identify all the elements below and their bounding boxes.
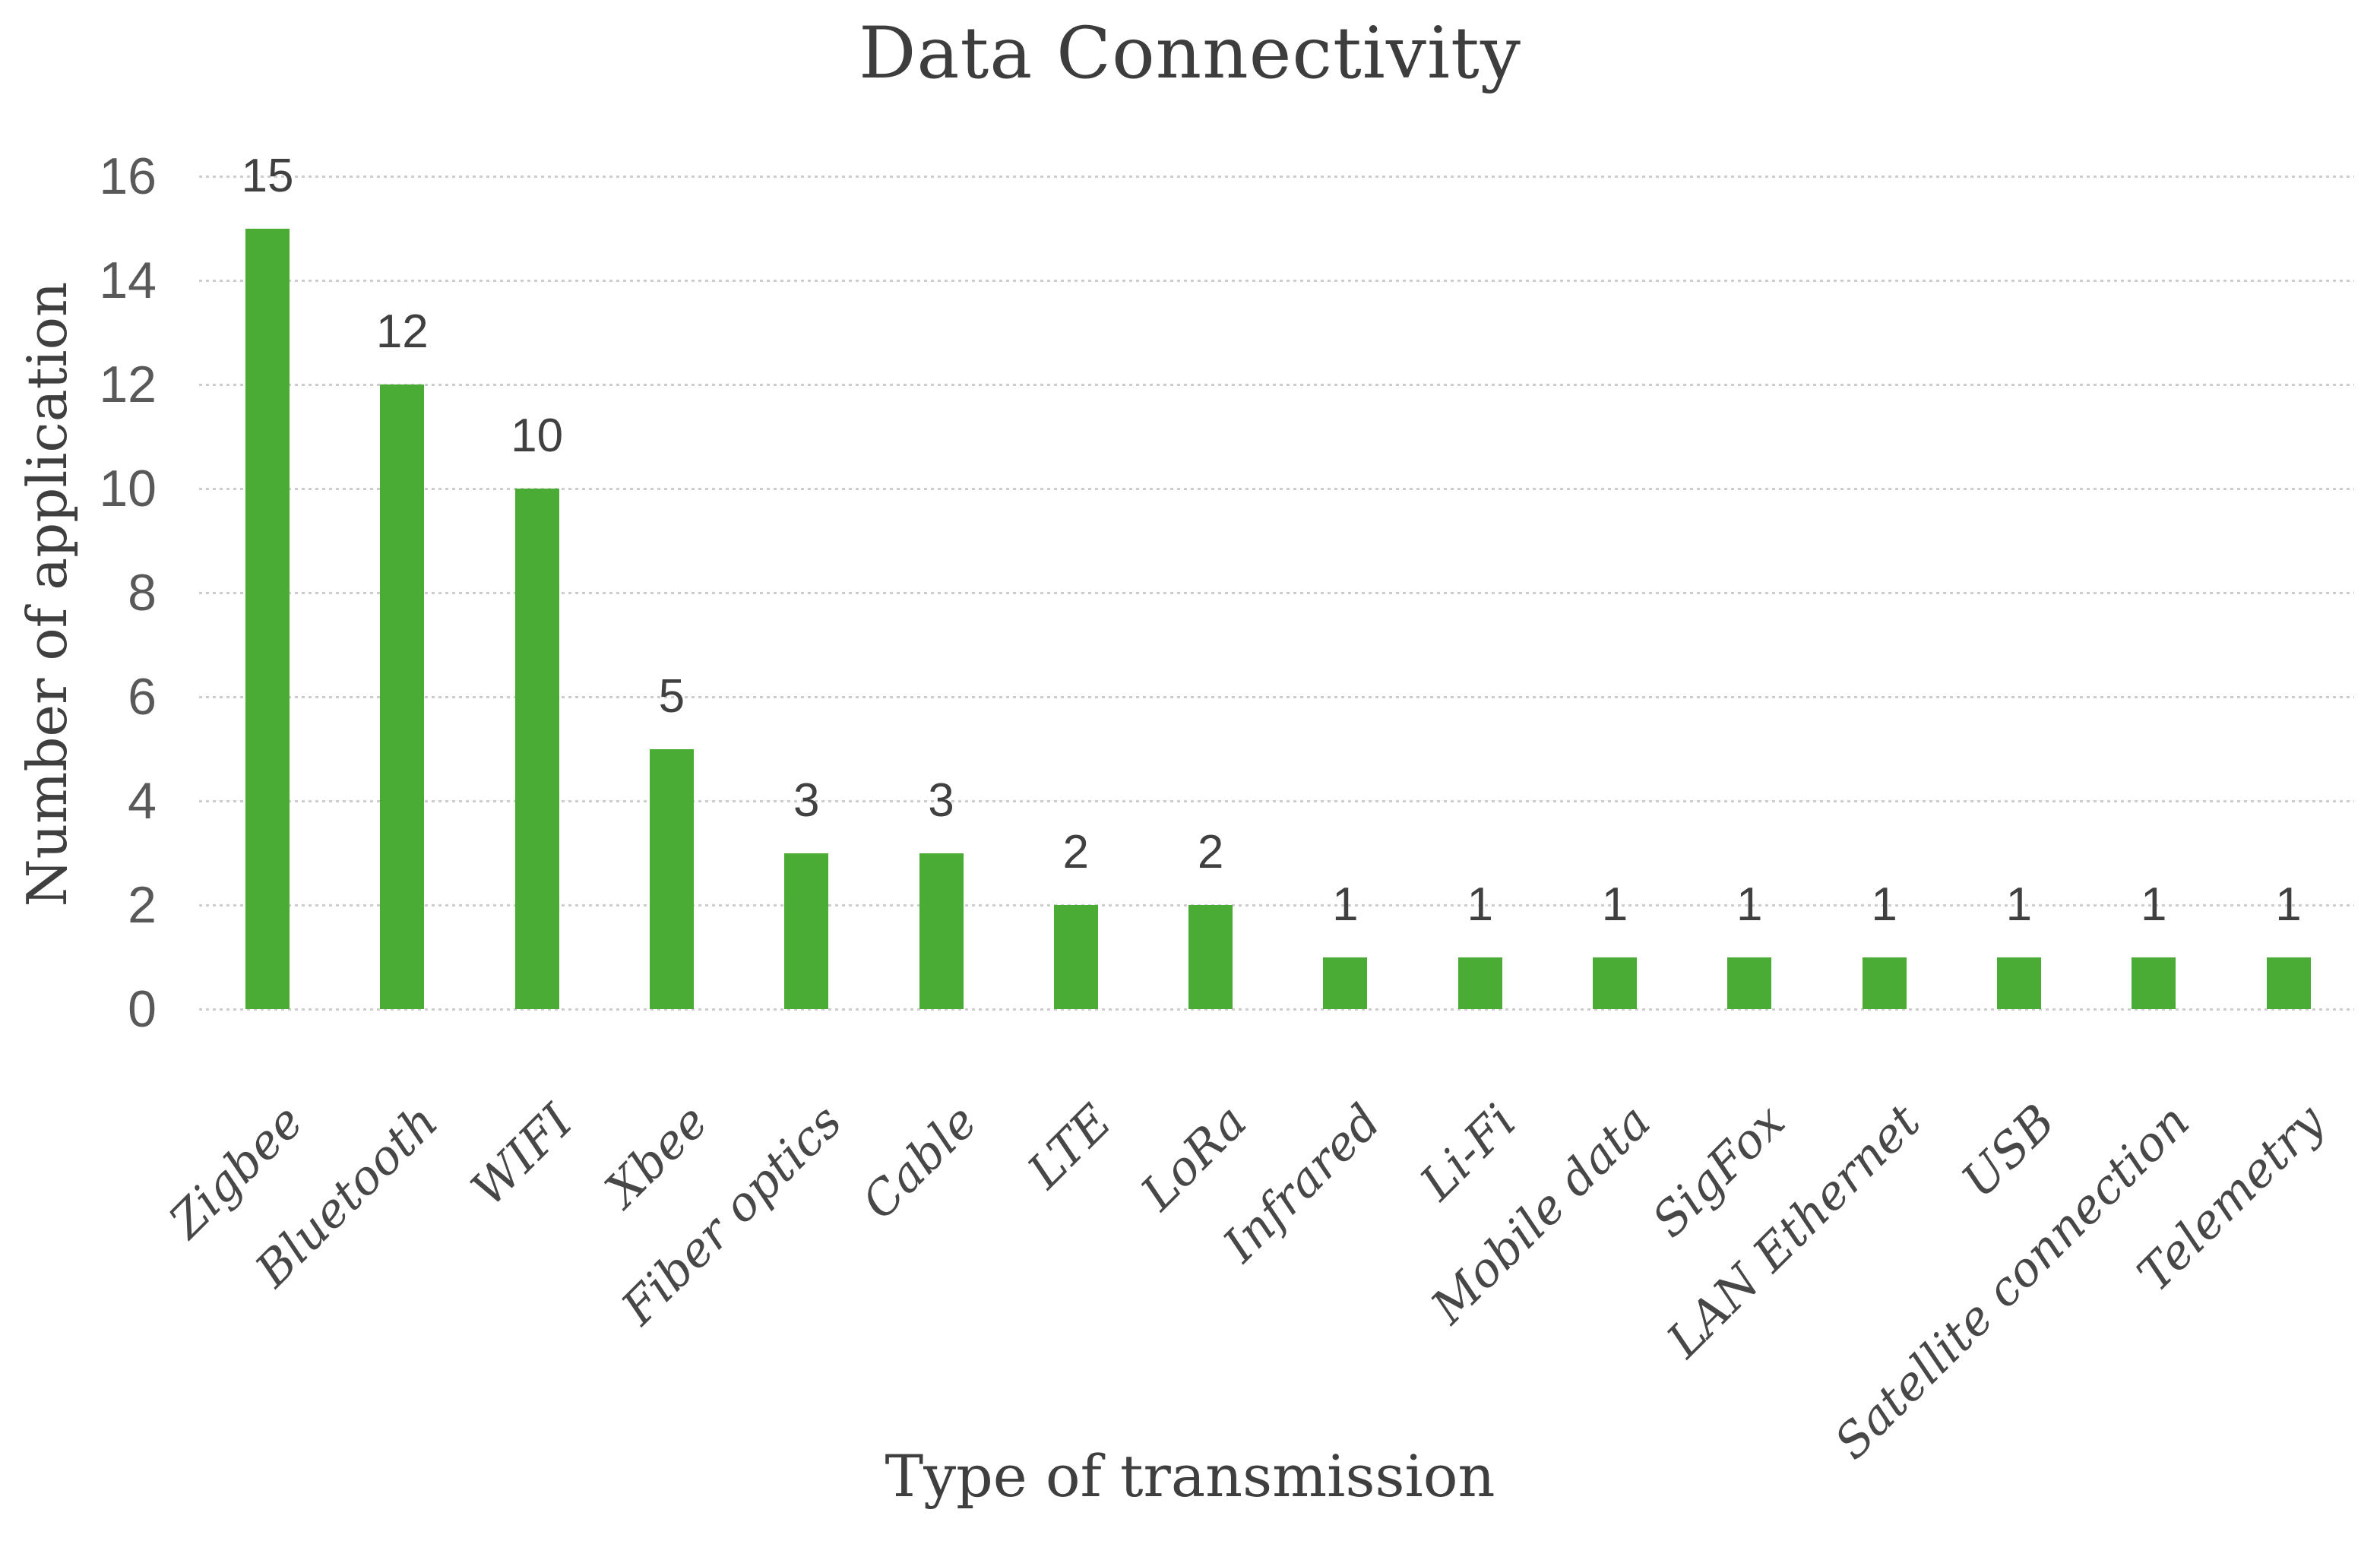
x-axis-title: Type of transmission — [885, 1442, 1495, 1510]
value-label-li-fi: 1 — [1467, 878, 1493, 931]
bar-zigbee — [245, 228, 290, 1009]
y-tick-label-2: 2 — [128, 876, 157, 934]
category-label-lan-ethernet: LAN Ethernet — [1656, 1093, 1931, 1369]
value-label-bluetooth: 12 — [375, 305, 429, 358]
bar-wifi — [514, 489, 559, 1009]
category-label-li-fi: Li-Fi — [1409, 1093, 1527, 1211]
value-label-telemetry: 1 — [2275, 878, 2302, 931]
bar-satellite-connection — [2132, 957, 2176, 1009]
value-label-fiber-optics: 3 — [793, 774, 820, 827]
y-tick-label-0: 0 — [128, 980, 157, 1038]
bar-bluetooth — [380, 384, 425, 1009]
value-label-lte: 2 — [1062, 826, 1090, 878]
gridline-y12 — [199, 384, 2354, 386]
bar-telemetry — [2266, 957, 2311, 1009]
chart-title: Data Connectivity — [859, 12, 1521, 95]
bar-sigfox — [1727, 957, 1772, 1009]
value-label-cable: 3 — [928, 774, 954, 827]
gridline-y0 — [199, 1008, 2354, 1011]
y-tick-label-10: 10 — [99, 460, 157, 517]
value-label-mobile-data: 1 — [1601, 878, 1628, 931]
bar-infrared — [1323, 957, 1368, 1009]
bar-lte — [1053, 905, 1098, 1009]
y-tick-label-16: 16 — [99, 147, 157, 205]
y-tick-label-6: 6 — [128, 668, 157, 726]
value-label-zigbee: 15 — [241, 149, 294, 202]
bar-usb — [1996, 957, 2041, 1009]
value-label-xbee: 5 — [658, 669, 685, 723]
value-label-lora: 2 — [1197, 826, 1224, 878]
y-tick-label-8: 8 — [128, 564, 157, 622]
bar-lora — [1188, 905, 1233, 1009]
value-label-wifi: 10 — [511, 410, 564, 462]
bar-lan-ethernet — [1862, 957, 1907, 1009]
gridline-y10 — [199, 488, 2354, 490]
gridline-y4 — [199, 800, 2354, 802]
category-label-cable: Cable — [850, 1093, 988, 1230]
gridline-y2 — [199, 904, 2354, 907]
gridline-y8 — [199, 592, 2354, 594]
bar-fiber-optics — [784, 853, 829, 1009]
category-label-usb: USB — [1950, 1093, 2065, 1208]
y-tick-label-12: 12 — [99, 356, 157, 413]
value-label-usb: 1 — [2005, 878, 2033, 931]
bar-li-fi — [1457, 957, 1502, 1009]
bar-mobile-data — [1593, 957, 1637, 1009]
value-label-lan-ethernet: 1 — [1871, 878, 1897, 931]
y-tick-label-4: 4 — [128, 772, 157, 830]
gridline-y14 — [199, 280, 2354, 282]
value-label-sigfox: 1 — [1736, 878, 1763, 931]
category-label-lora: LoRa — [1129, 1093, 1257, 1221]
category-label-wifi: WIFI — [460, 1093, 584, 1217]
gridline-y6 — [199, 696, 2354, 698]
value-label-satellite-connection: 1 — [2140, 878, 2167, 931]
bar-cable — [919, 853, 964, 1009]
gridline-y16 — [199, 176, 2354, 178]
y-tick-label-14: 14 — [99, 252, 157, 309]
value-label-infrared: 1 — [1332, 878, 1359, 931]
bar-xbee — [649, 748, 694, 1009]
category-label-xbee: Xbee — [593, 1093, 718, 1217]
category-label-lte: LTE — [1017, 1093, 1122, 1199]
